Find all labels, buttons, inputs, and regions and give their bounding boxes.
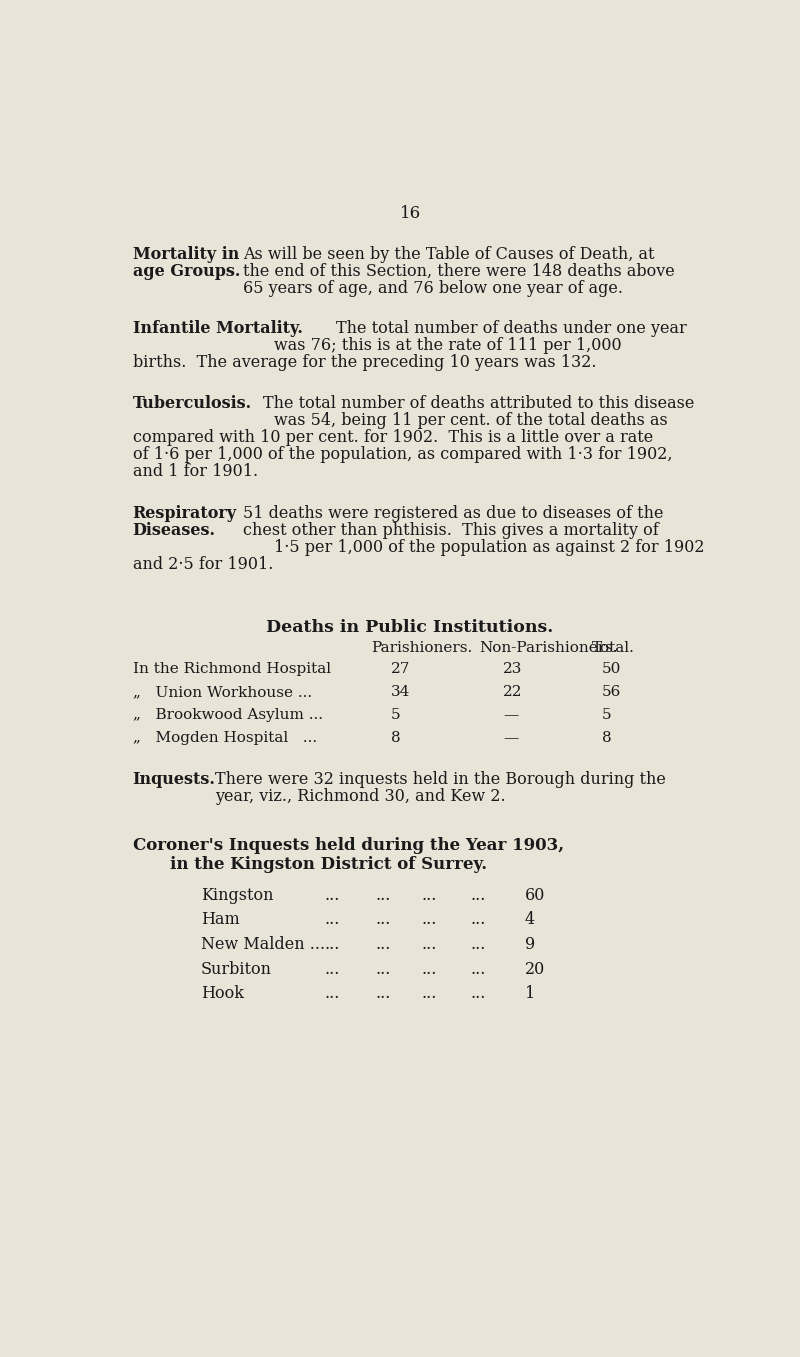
Text: 5: 5 [602,708,612,722]
Text: Parishioners.: Parishioners. [371,641,473,655]
Text: in the Kingston District of Surrey.: in the Kingston District of Surrey. [170,856,487,873]
Text: ...: ... [470,936,486,953]
Text: Surbiton: Surbiton [201,961,272,977]
Text: 4: 4 [525,912,535,928]
Text: Total.: Total. [592,641,635,655]
Text: Coroner's Inquests held during the Year 1903,: Coroner's Inquests held during the Year … [133,837,564,855]
Text: 1: 1 [525,985,535,1003]
Text: ...: ... [325,985,340,1003]
Text: Kingston: Kingston [201,886,274,904]
Text: was 54, being 11 per cent. of the total deaths as: was 54, being 11 per cent. of the total … [274,413,668,429]
Text: 27: 27 [390,662,410,676]
Text: Tuberculosis.: Tuberculosis. [133,395,252,413]
Text: compared with 10 per cent. for 1902.  This is a little over a rate: compared with 10 per cent. for 1902. Thi… [133,429,653,446]
Text: 1·5 per 1,000 of the population as against 2 for 1902: 1·5 per 1,000 of the population as again… [274,539,705,556]
Text: age Groups.: age Groups. [133,263,240,280]
Text: Diseases.: Diseases. [133,522,215,540]
Text: 65 years of age, and 76 below one year of age.: 65 years of age, and 76 below one year o… [243,280,623,297]
Text: ...: ... [470,961,486,977]
Text: 8: 8 [602,731,612,745]
Text: the end of this Section, there were 148 deaths above: the end of this Section, there were 148 … [243,263,675,280]
Text: ...: ... [325,961,340,977]
Text: 22: 22 [503,685,522,699]
Text: ...: ... [422,985,437,1003]
Text: —: — [503,731,518,745]
Text: 9: 9 [525,936,535,953]
Text: 60: 60 [525,886,545,904]
Text: 56: 56 [602,685,622,699]
Text: chest other than phthisis.  This gives a mortality of: chest other than phthisis. This gives a … [243,522,659,540]
Text: of 1·6 per 1,000 of the population, as compared with 1·3 for 1902,: of 1·6 per 1,000 of the population, as c… [133,446,672,463]
Text: —: — [503,708,518,722]
Text: ...: ... [375,912,390,928]
Text: was 76; this is at the rate of 111 per 1,000: was 76; this is at the rate of 111 per 1… [274,337,622,354]
Text: As will be seen by the Table of Causes of Death, at: As will be seen by the Table of Causes o… [243,246,655,263]
Text: The total number of deaths under one year: The total number of deaths under one yea… [336,320,687,337]
Text: Deaths in Public Institutions.: Deaths in Public Institutions. [266,619,554,635]
Text: ...: ... [470,912,486,928]
Text: ...: ... [422,961,437,977]
Text: ...: ... [325,912,340,928]
Text: ...: ... [422,886,437,904]
Text: 8: 8 [390,731,400,745]
Text: year, viz., Richmond 30, and Kew 2.: year, viz., Richmond 30, and Kew 2. [214,788,506,805]
Text: births.  The average for the preceding 10 years was 132.: births. The average for the preceding 10… [133,354,596,370]
Text: „   Brookwood Asylum ...: „ Brookwood Asylum ... [133,708,322,722]
Text: ...: ... [470,886,486,904]
Text: 34: 34 [390,685,410,699]
Text: „   Union Workhouse ...: „ Union Workhouse ... [133,685,312,699]
Text: ...: ... [375,961,390,977]
Text: Inquests.: Inquests. [133,771,215,788]
Text: 51 deaths were registered as due to diseases of the: 51 deaths were registered as due to dise… [243,506,664,522]
Text: 20: 20 [525,961,545,977]
Text: ...: ... [325,886,340,904]
Text: Hook: Hook [201,985,244,1003]
Text: and 1 for 1901.: and 1 for 1901. [133,463,258,480]
Text: Non-Parishioners.: Non-Parishioners. [480,641,618,655]
Text: ...: ... [375,985,390,1003]
Text: There were 32 inquests held in the Borough during the: There were 32 inquests held in the Borou… [214,771,666,788]
Text: In the Richmond Hospital: In the Richmond Hospital [133,662,330,676]
Text: 5: 5 [390,708,400,722]
Text: ...: ... [422,912,437,928]
Text: 16: 16 [399,205,421,223]
Text: ...: ... [325,936,340,953]
Text: ...: ... [422,936,437,953]
Text: Mortality in: Mortality in [133,246,239,263]
Text: Respiratory: Respiratory [133,506,237,522]
Text: ...: ... [375,886,390,904]
Text: ...: ... [470,985,486,1003]
Text: and 2·5 for 1901.: and 2·5 for 1901. [133,556,273,573]
Text: The total number of deaths attributed to this disease: The total number of deaths attributed to… [262,395,694,413]
Text: Ham: Ham [201,912,239,928]
Text: ...: ... [375,936,390,953]
Text: „   Mogden Hospital   ...: „ Mogden Hospital ... [133,731,317,745]
Text: 50: 50 [602,662,622,676]
Text: Infantile Mortality.: Infantile Mortality. [133,320,302,337]
Text: 23: 23 [503,662,522,676]
Text: New Malden ...: New Malden ... [201,936,325,953]
